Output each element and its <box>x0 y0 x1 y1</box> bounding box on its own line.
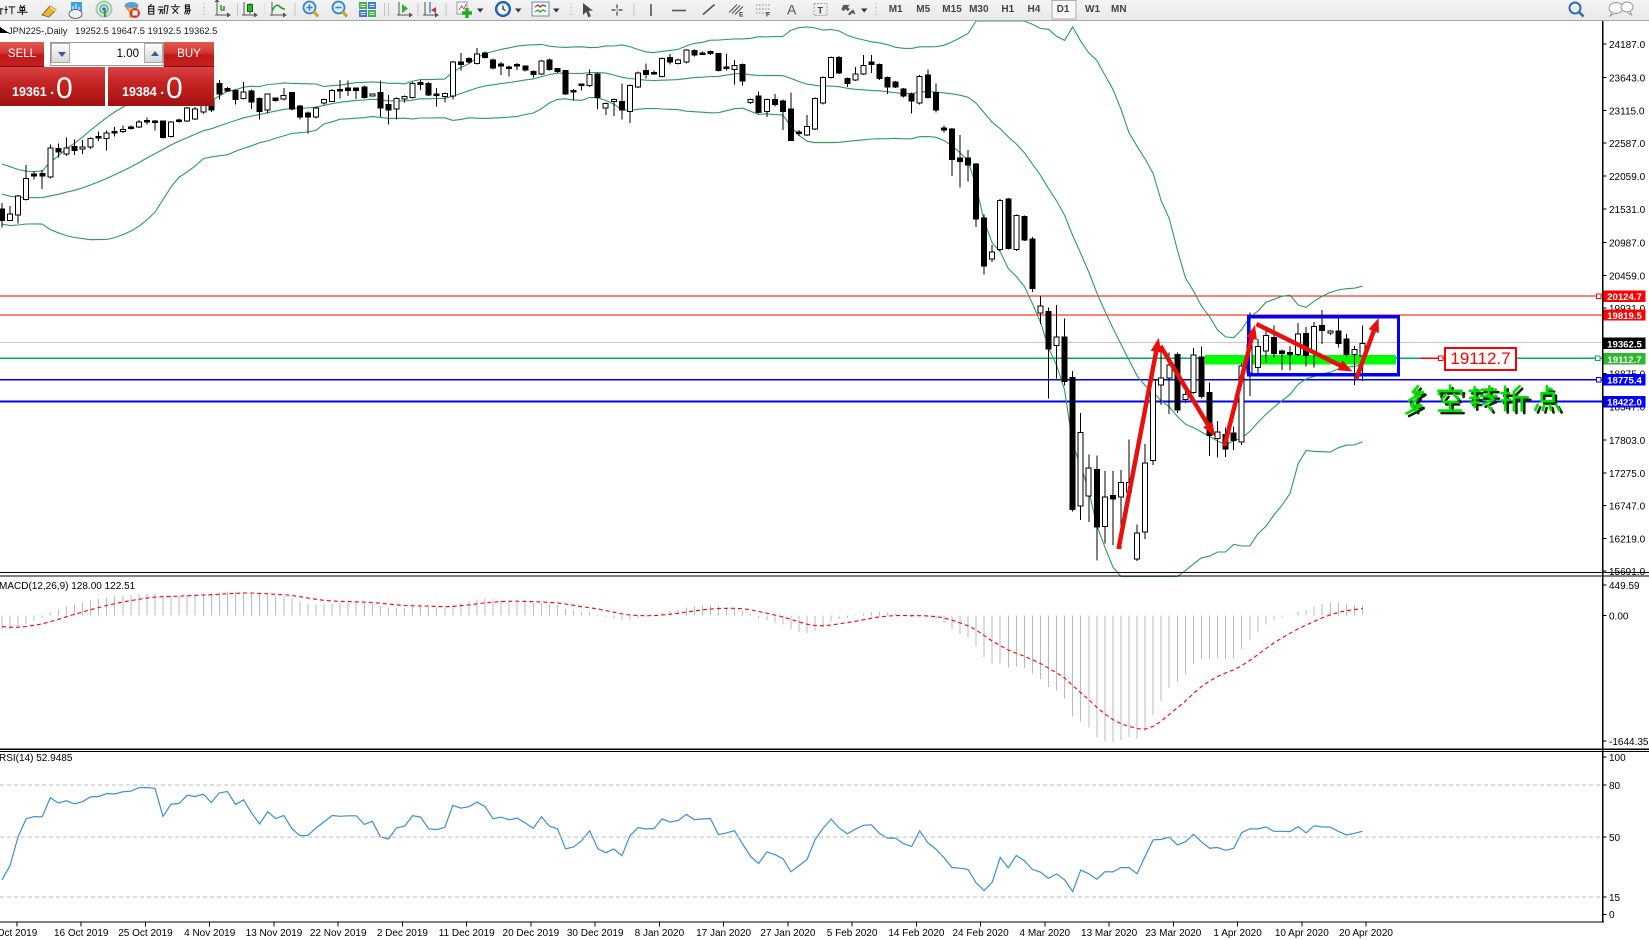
svg-text:20 Dec 2019: 20 Dec 2019 <box>503 928 560 939</box>
svg-text:24187.0: 24187.0 <box>1609 40 1646 51</box>
svg-text:20124.7: 20124.7 <box>1607 292 1642 303</box>
svg-text:13 Mar 2020: 13 Mar 2020 <box>1081 928 1138 939</box>
svg-text:-1644.35: -1644.35 <box>1609 737 1649 748</box>
svg-text:50: 50 <box>1609 833 1621 844</box>
svg-text:4 Mar 2020: 4 Mar 2020 <box>1020 928 1071 939</box>
svg-text:A: A <box>787 2 797 18</box>
svg-text:18422.0: 18422.0 <box>1607 398 1642 409</box>
svg-text:15691.0: 15691.0 <box>1609 567 1646 578</box>
svg-text:22059.0: 22059.0 <box>1609 172 1646 183</box>
svg-text:10 Apr 2020: 10 Apr 2020 <box>1275 928 1329 939</box>
svg-text:19112.7: 19112.7 <box>1607 355 1641 366</box>
svg-text:23643.0: 23643.0 <box>1609 74 1646 85</box>
svg-text:15: 15 <box>1609 893 1621 904</box>
svg-text:8 Jan 2020: 8 Jan 2020 <box>635 928 685 939</box>
svg-text:T: T <box>818 6 824 16</box>
svg-text:17803.0: 17803.0 <box>1609 436 1646 447</box>
svg-text:23 Mar 2020: 23 Mar 2020 <box>1145 928 1202 939</box>
svg-text:17 Jan 2020: 17 Jan 2020 <box>696 928 751 939</box>
svg-text:30 Dec 2019: 30 Dec 2019 <box>567 928 624 939</box>
svg-text:16747.0: 16747.0 <box>1609 502 1646 513</box>
svg-text:1 Apr 2020: 1 Apr 2020 <box>1213 928 1262 939</box>
svg-text:23115.0: 23115.0 <box>1609 107 1645 118</box>
svg-text:0.00: 0.00 <box>1609 612 1629 623</box>
svg-text:449.59: 449.59 <box>1609 581 1640 592</box>
svg-text:20 Apr 2020: 20 Apr 2020 <box>1339 928 1393 939</box>
svg-text:24 Feb 2020: 24 Feb 2020 <box>953 928 1010 939</box>
svg-text:22 Nov 2019: 22 Nov 2019 <box>310 928 367 939</box>
svg-text:13 Nov 2019: 13 Nov 2019 <box>246 928 303 939</box>
svg-text:20987.0: 20987.0 <box>1609 239 1646 250</box>
svg-text:20459.0: 20459.0 <box>1609 271 1646 282</box>
svg-text:RSI(14) 52.9485: RSI(14) 52.9485 <box>0 753 73 764</box>
svg-text:17275.0: 17275.0 <box>1609 469 1646 480</box>
svg-text:Oct 2019: Oct 2019 <box>0 928 38 939</box>
svg-text:80: 80 <box>1609 781 1621 792</box>
svg-text:22587.0: 22587.0 <box>1609 139 1646 150</box>
svg-text:2 Dec 2019: 2 Dec 2019 <box>377 928 429 939</box>
svg-text:5 Feb 2020: 5 Feb 2020 <box>827 928 878 939</box>
svg-text:11 Dec 2019: 11 Dec 2019 <box>439 928 495 939</box>
svg-text:E: E <box>739 12 744 19</box>
svg-text:16219.0: 16219.0 <box>1609 534 1646 545</box>
svg-text:18775.4: 18775.4 <box>1607 376 1642 387</box>
svg-text:100: 100 <box>1609 753 1626 764</box>
svg-text:19362.5: 19362.5 <box>1607 339 1642 350</box>
svg-text:14 Feb 2020: 14 Feb 2020 <box>888 928 945 939</box>
svg-text:19819.5: 19819.5 <box>1607 311 1642 322</box>
svg-text:27 Jan 2020: 27 Jan 2020 <box>760 928 815 939</box>
svg-text:0: 0 <box>1609 910 1615 921</box>
svg-text:F: F <box>766 12 770 19</box>
svg-text:25 Oct 2019: 25 Oct 2019 <box>118 928 173 939</box>
svg-text:21531.0: 21531.0 <box>1609 205 1646 216</box>
svg-text:16 Oct 2019: 16 Oct 2019 <box>54 928 109 939</box>
svg-text:18347.0: 18347.0 <box>1609 402 1646 413</box>
svg-text:MACD(12,26,9) 128.00 122.51: MACD(12,26,9) 128.00 122.51 <box>0 581 136 592</box>
svg-text:4 Nov 2019: 4 Nov 2019 <box>184 928 236 939</box>
